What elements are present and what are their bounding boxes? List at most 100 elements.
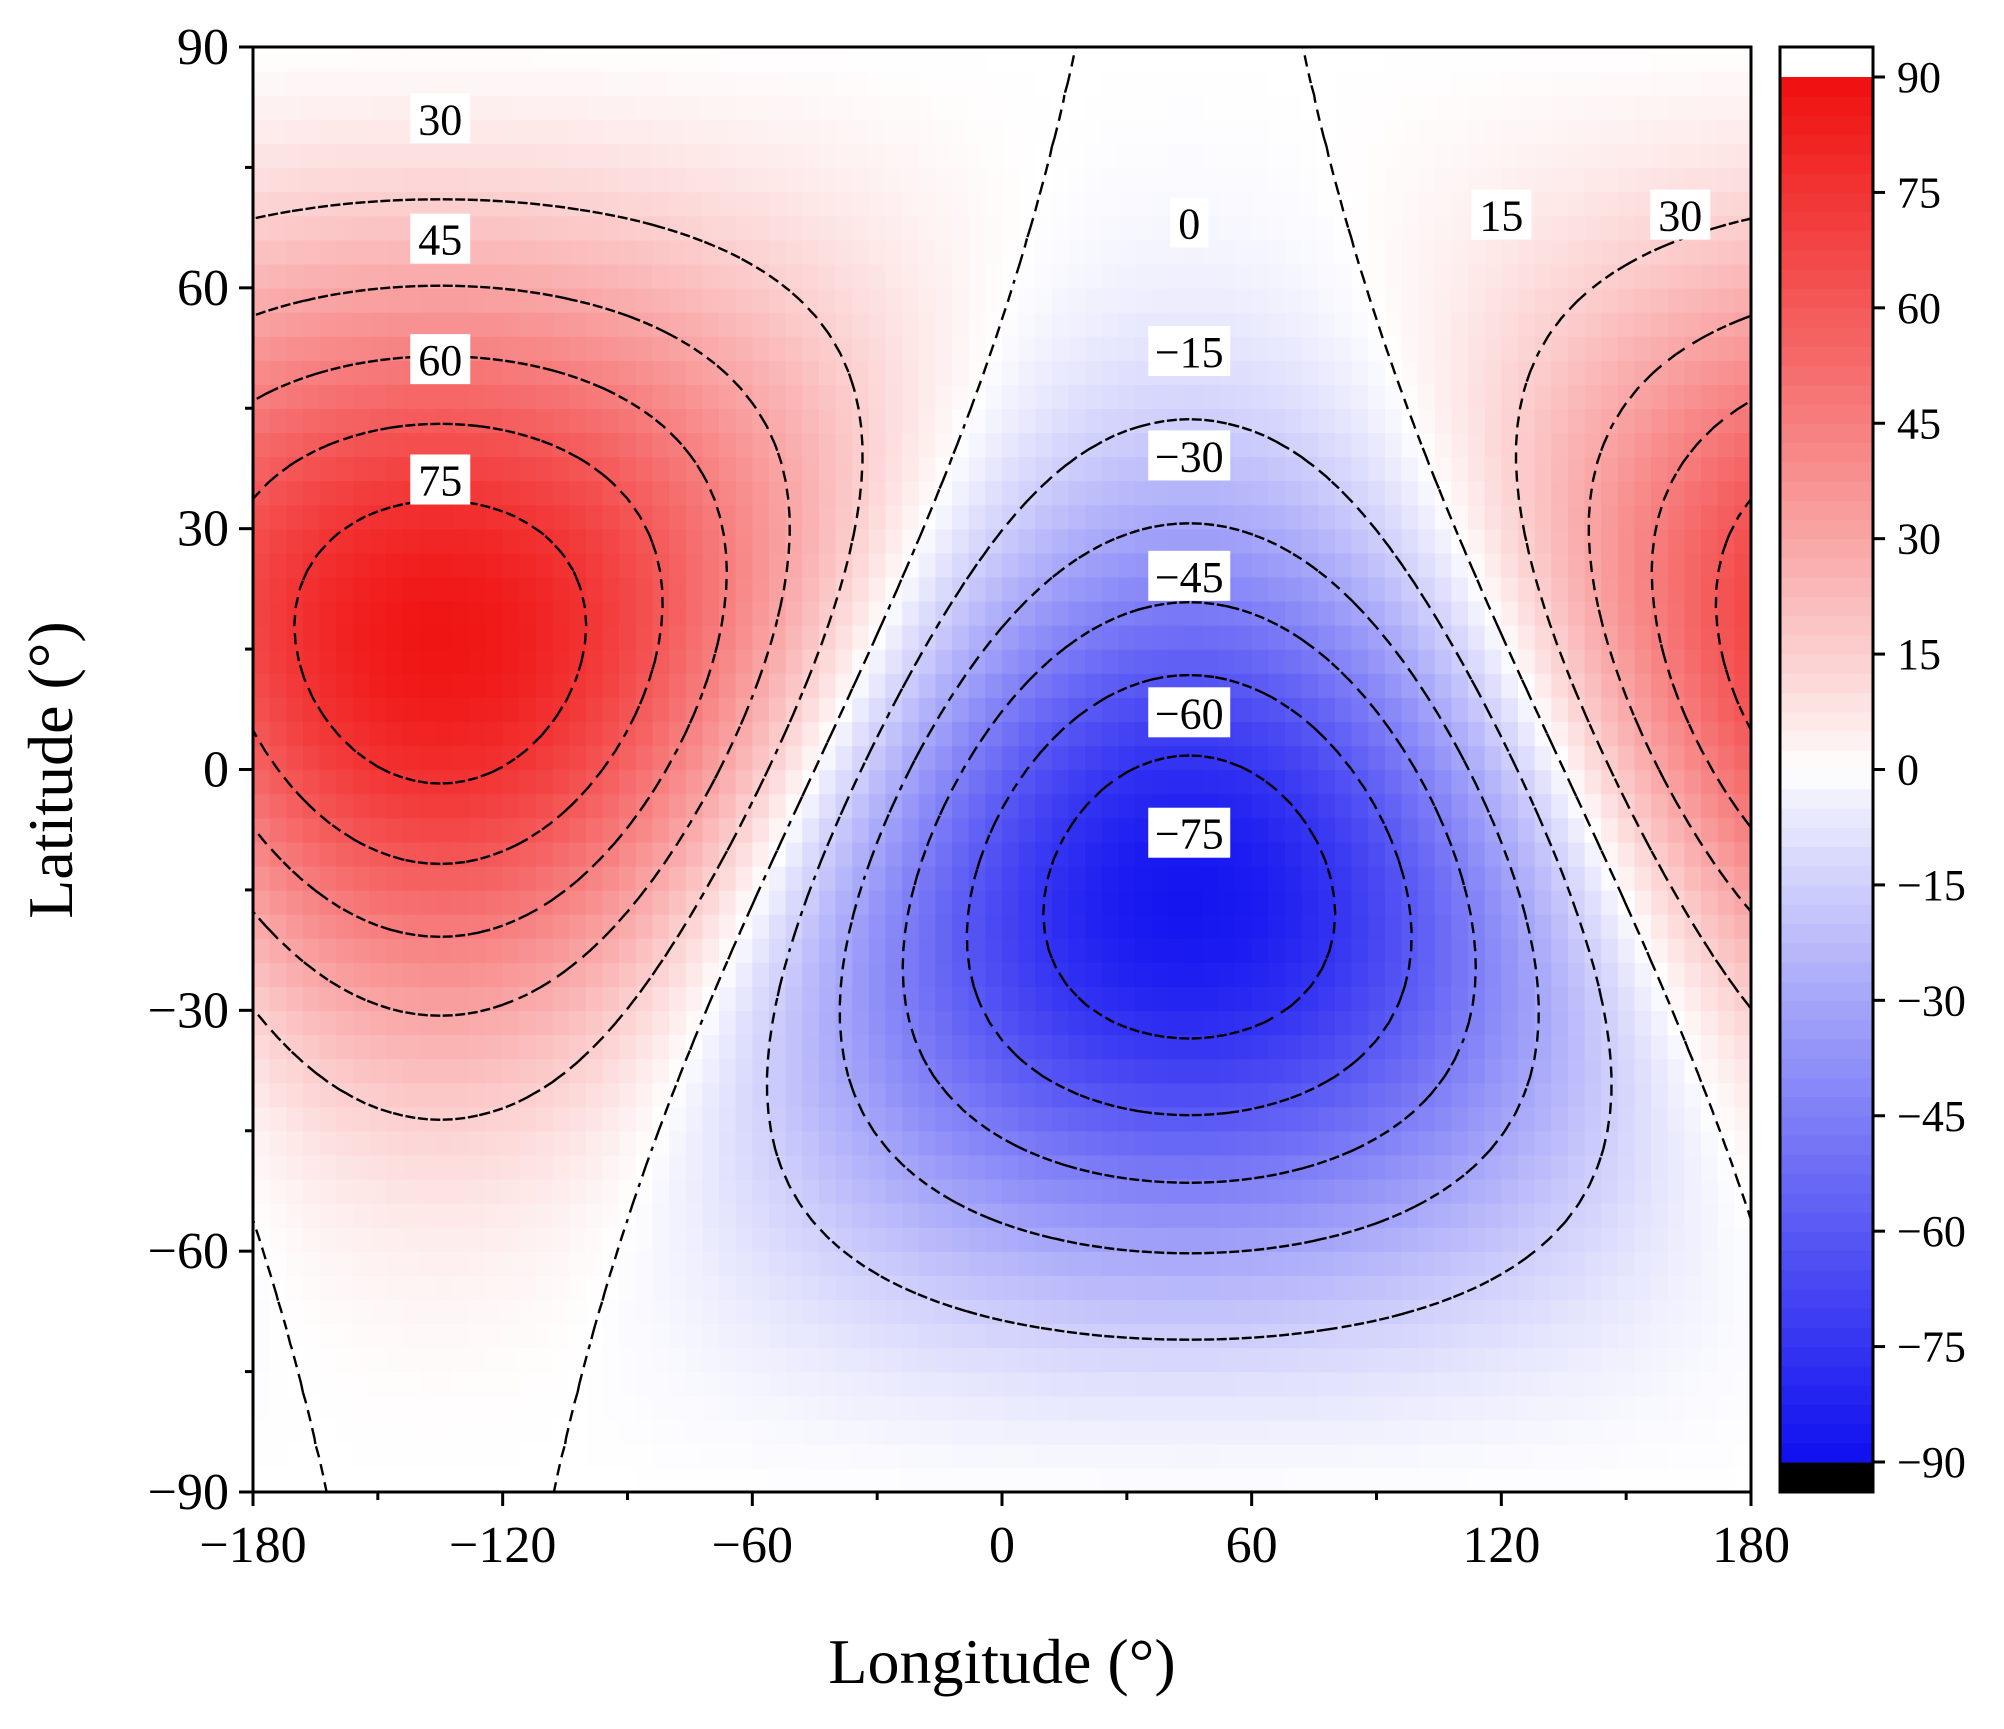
- field-cell: [1068, 311, 1086, 337]
- field-cell: [269, 1347, 287, 1373]
- field-cell: [1235, 71, 1253, 96]
- field-cell: [719, 432, 737, 458]
- field-cell: [452, 408, 471, 434]
- field-cell: [1168, 1178, 1186, 1204]
- field-cell: [1451, 1251, 1469, 1276]
- field-cell: [1601, 215, 1619, 241]
- field-cell: [1501, 817, 1519, 843]
- field-cell: [302, 263, 321, 289]
- field-cell: [1068, 769, 1086, 795]
- field-cell: [702, 793, 720, 819]
- field-cell: [302, 1106, 321, 1132]
- field-cell: [1268, 287, 1286, 313]
- field-cell: [619, 1371, 637, 1397]
- field-cell: [286, 1010, 304, 1036]
- field-cell: [1334, 793, 1353, 819]
- field-cell: [1451, 817, 1469, 843]
- field-cell: [735, 71, 754, 96]
- field-cell: [1284, 1010, 1303, 1036]
- field-cell: [935, 119, 953, 145]
- field-cell: [486, 889, 504, 915]
- field-cell: [852, 1323, 870, 1349]
- field-cell: [1118, 1419, 1136, 1445]
- field-cell: [1634, 1323, 1652, 1349]
- field-cell: [952, 119, 970, 145]
- field-cell: [619, 167, 637, 193]
- field-cell: [1551, 1058, 1569, 1084]
- field-cell: [1418, 600, 1436, 626]
- field-cell: [1218, 769, 1236, 795]
- field-cell: [652, 47, 670, 72]
- field-cell: [602, 1371, 620, 1397]
- field-cell: [1567, 119, 1586, 145]
- field-cell: [785, 1371, 803, 1397]
- field-cell: [369, 1275, 387, 1301]
- field-cell: [369, 1395, 387, 1421]
- field-cell: [902, 1178, 920, 1204]
- field-cell: [652, 1034, 670, 1060]
- field-cell: [1101, 95, 1120, 120]
- field-cell: [1351, 1227, 1369, 1252]
- field-cell: [1035, 71, 1053, 96]
- field-cell: [985, 143, 1003, 169]
- field-cell: [835, 1395, 853, 1421]
- field-cell: [1018, 1178, 1036, 1204]
- field-cell: [1002, 673, 1020, 698]
- field-cell: [1068, 167, 1086, 193]
- field-cell: [1434, 95, 1453, 120]
- field-cell: [1235, 143, 1253, 169]
- field-cell: [1018, 1010, 1036, 1036]
- field-cell: [1634, 1371, 1652, 1397]
- field-cell: [1085, 1130, 1103, 1156]
- field-cell: [1035, 1227, 1053, 1252]
- field-cell: [1484, 119, 1503, 145]
- field-cell: [1401, 528, 1419, 554]
- field-cell: [1118, 625, 1136, 650]
- field-cell: [253, 697, 271, 723]
- field-cell: [1501, 986, 1519, 1012]
- field-cell: [1168, 1347, 1186, 1373]
- field-cell: [1434, 1275, 1453, 1301]
- field-cell: [685, 263, 704, 289]
- field-cell: [386, 914, 404, 939]
- field-cell: [1051, 336, 1070, 361]
- field-cell: [1118, 721, 1136, 747]
- field-cell: [585, 480, 604, 506]
- field-cell: [1418, 1082, 1436, 1108]
- field-cell: [1118, 1010, 1136, 1036]
- field-cell: [1002, 1106, 1020, 1132]
- field-cell: [1018, 360, 1036, 385]
- field-cell: [968, 1395, 987, 1421]
- field-cell: [1501, 889, 1519, 915]
- field-cell: [569, 1106, 587, 1132]
- field-cell: [1484, 889, 1503, 915]
- field-cell: [1235, 336, 1253, 361]
- field-cell: [1384, 1130, 1403, 1156]
- field-cell: [1284, 215, 1303, 241]
- field-cell: [918, 673, 937, 698]
- field-cell: [369, 865, 387, 891]
- field-cell: [802, 552, 820, 578]
- field-cell: [1318, 528, 1336, 554]
- field-cell: [1368, 817, 1386, 843]
- field-cell: [1551, 1082, 1569, 1108]
- field-cell: [1002, 1347, 1020, 1373]
- field-cell: [336, 528, 354, 554]
- field-cell: [1002, 1082, 1020, 1108]
- field-cell: [1451, 239, 1469, 265]
- field-cell: [1334, 1467, 1353, 1492]
- field-cell: [269, 914, 287, 939]
- field-cell: [1567, 1203, 1586, 1228]
- field-cell: [968, 95, 987, 120]
- field-cell: [735, 1106, 754, 1132]
- field-cell: [985, 697, 1003, 723]
- field-cell: [635, 1010, 654, 1036]
- field-cell: [968, 1323, 987, 1349]
- field-cell: [535, 817, 554, 843]
- field-cell: [1617, 47, 1636, 72]
- field-cell: [1251, 287, 1270, 313]
- field-cell: [1484, 769, 1503, 795]
- field-cell: [818, 1467, 837, 1492]
- field-cell: [1002, 1395, 1020, 1421]
- field-cell: [985, 311, 1003, 337]
